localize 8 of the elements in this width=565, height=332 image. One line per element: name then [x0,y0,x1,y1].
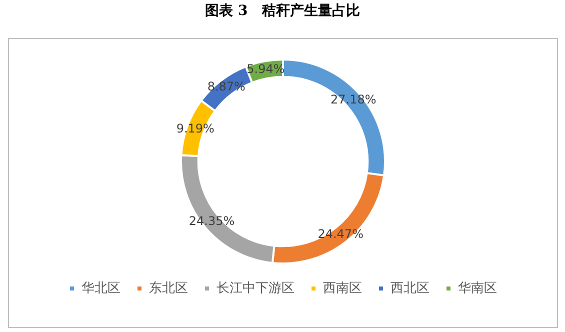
legend-label: 东北区 [149,280,188,296]
legend-label: 西北区 [390,280,430,296]
legend-label: 华北区 [82,280,120,296]
legend-label: 西南区 [323,280,362,296]
legend-label: 长江中下游区 [216,280,294,296]
chart-title: 图表 3 秸秆产生量占比 [204,2,361,20]
data-label: 24.35% [188,214,235,228]
legend-label: 华南区 [458,280,497,296]
